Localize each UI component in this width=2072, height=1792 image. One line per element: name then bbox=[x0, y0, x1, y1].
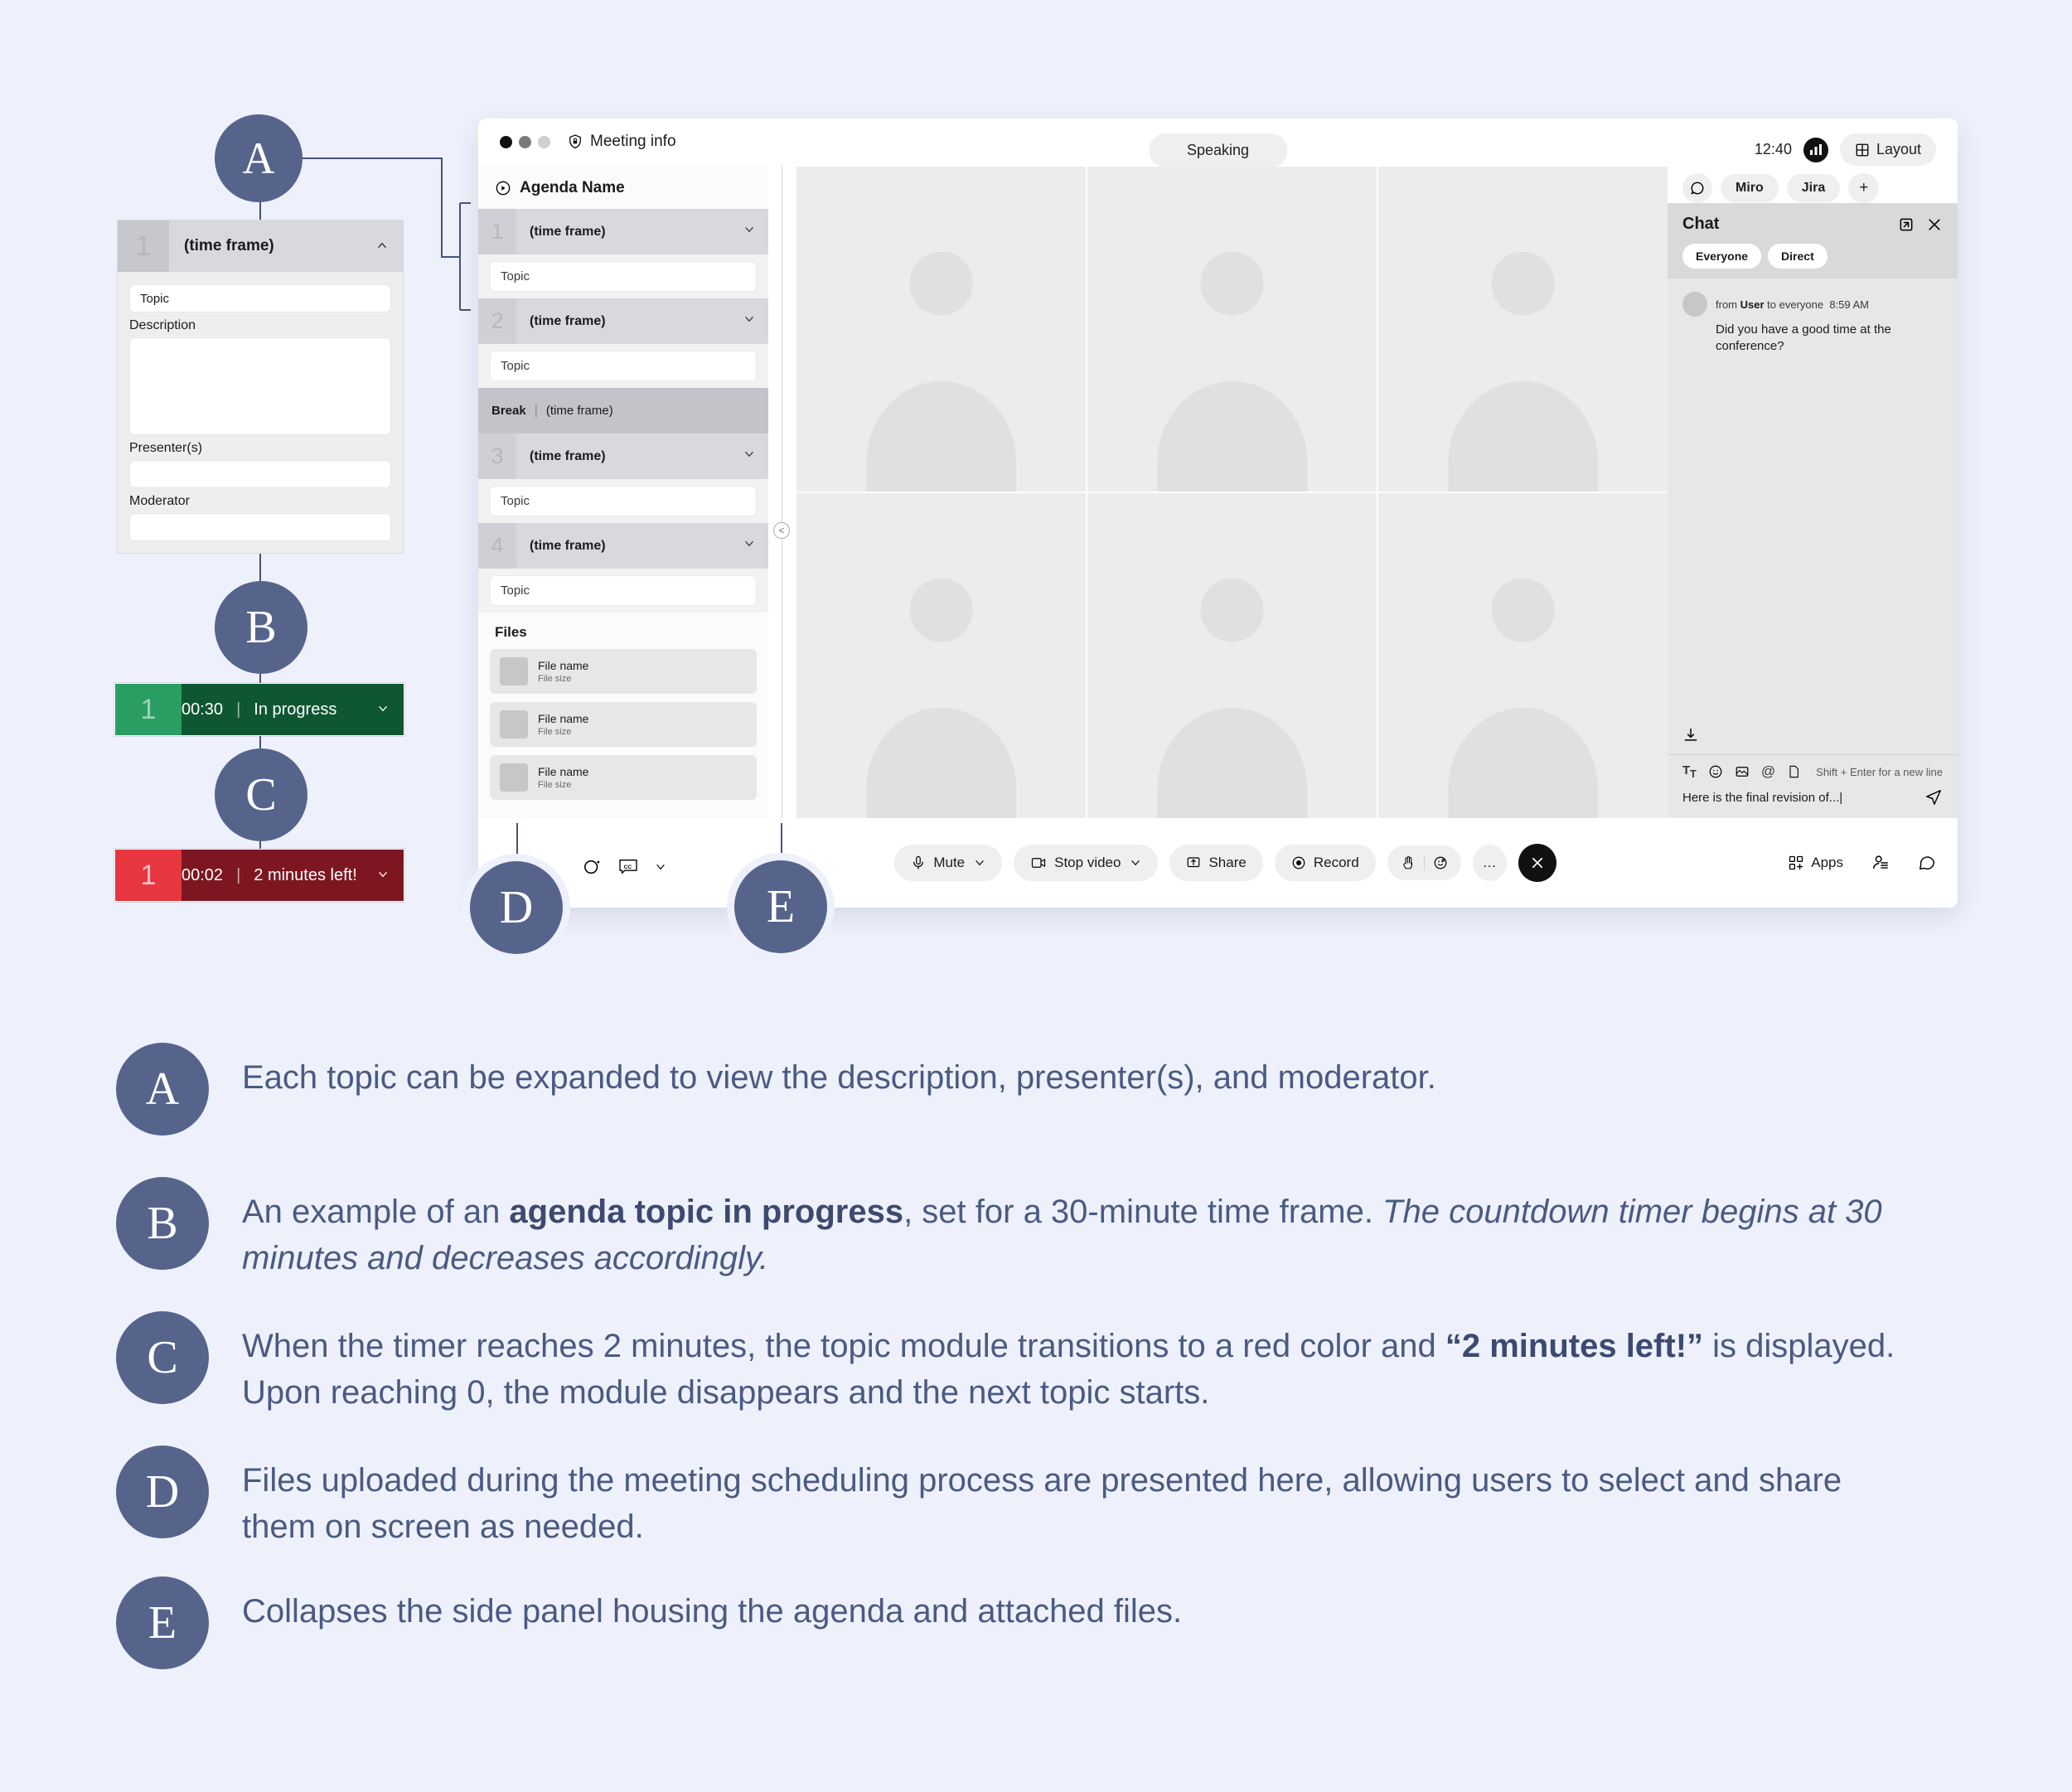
svg-text:CC: CC bbox=[624, 865, 632, 870]
